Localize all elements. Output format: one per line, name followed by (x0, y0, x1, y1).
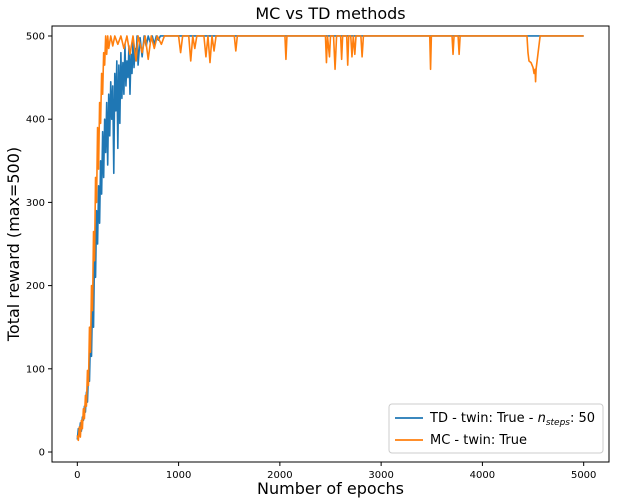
y-tick-label: 400 (26, 115, 45, 126)
x-tick-label: 4000 (470, 470, 495, 481)
y-tick-label: 200 (26, 281, 45, 292)
x-tick-label: 3000 (368, 470, 393, 481)
plot-area (51, 25, 610, 463)
series-mc-line (76, 35, 584, 442)
x-axis: 0 1000 2000 3000 4000 5000 (74, 462, 596, 481)
legend-mc-label: MC - twin: True (430, 433, 527, 448)
legend-box (388, 403, 604, 454)
chart-title: MC vs TD methods (255, 4, 405, 23)
y-axis: 0 100 200 300 400 500 (26, 31, 52, 459)
y-axis-label: Total reward (max=500) (4, 147, 23, 342)
x-tick-label: 0 (74, 470, 80, 481)
x-tick-label: 2000 (267, 470, 292, 481)
y-tick-label: 500 (26, 31, 45, 42)
legend: TD - twin: True - nsteps: 50 MC - twin: … (388, 403, 604, 454)
series-layer (76, 35, 584, 442)
x-tick-label: 1000 (166, 470, 191, 481)
y-tick-label: 0 (39, 448, 45, 459)
y-tick-label: 100 (26, 364, 45, 375)
x-axis-label: Number of epochs (257, 479, 404, 498)
y-tick-label: 300 (26, 198, 45, 209)
x-tick-label: 5000 (571, 470, 596, 481)
legend-td-label: TD - twin: True - nsteps: 50 (429, 411, 595, 428)
